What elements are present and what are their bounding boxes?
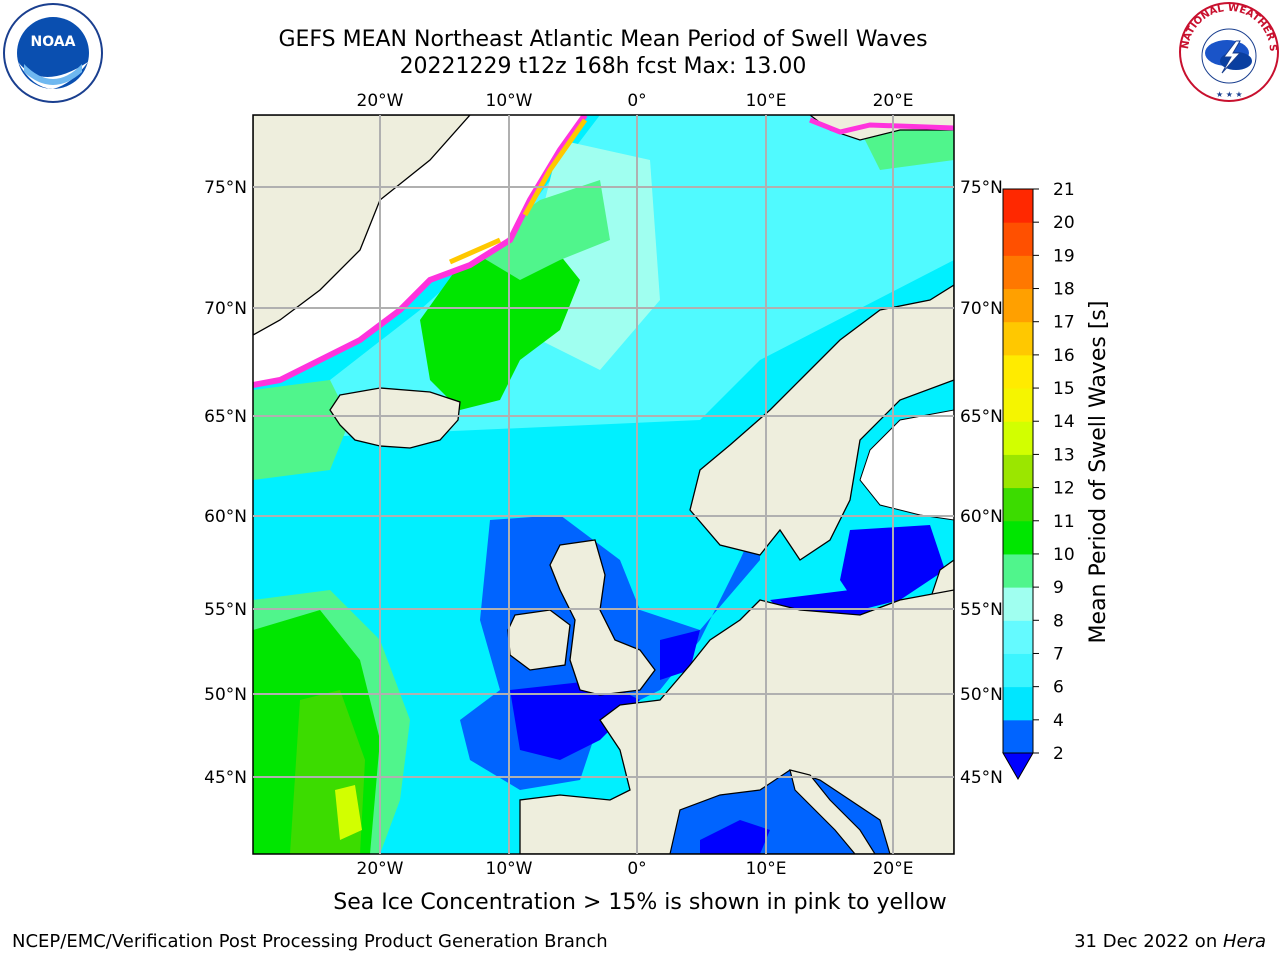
colorbar-tick-label: 18: [1053, 280, 1075, 300]
colorbar-segment: [1003, 288, 1033, 323]
colorbar-segment: [1003, 189, 1033, 223]
axis-labels: 20°W 20°W 10°W 10°W 0° 0° 10°E 10°E 20°E 20°E 75°N…: [204, 91, 1003, 879]
colorbar-tick-label: 17: [1053, 313, 1075, 333]
lat-label-left: 65°N: [204, 407, 247, 427]
swell-field-below-2s: [510, 680, 640, 760]
colorbar-tick-label: 19: [1053, 246, 1075, 266]
lon-label-top: 10°W: [486, 91, 533, 111]
colorbar-segment: [1003, 454, 1033, 489]
graticule: [253, 115, 954, 854]
colorbar-segment: [1003, 553, 1033, 588]
italy-land: [789, 769, 876, 854]
noaa-logo-text: NOAA: [31, 34, 76, 50]
lat-label-right: 50°N: [960, 685, 1003, 705]
scandinavia-land: [689, 284, 954, 561]
noaa-logo: NOAA: [3, 3, 103, 103]
lon-label-bottom: 20°E: [873, 859, 914, 879]
greenland-land: [253, 115, 471, 336]
iceland-land: [329, 387, 461, 449]
lon-label-bottom: 0°: [627, 859, 646, 879]
footer-date: 31 Dec 2022 on Hera: [1074, 931, 1266, 952]
colorbar-segment: [1003, 487, 1033, 522]
lat-label-left: 55°N: [204, 600, 247, 620]
colorbar-tick-label: 21: [1053, 180, 1075, 200]
colorbar-tick-label: 9: [1053, 578, 1064, 598]
colorbar-segment: [1003, 388, 1033, 422]
lon-label-top: 20°E: [873, 91, 914, 111]
lon-label-top: 0°: [627, 91, 646, 111]
chart-title: GEFS MEAN Northeast Atlantic Mean Period…: [278, 27, 928, 52]
ireland-land: [507, 609, 571, 671]
continental-europe-land: [519, 589, 954, 854]
lat-label-left: 45°N: [204, 768, 247, 788]
colorbar-segment: [1003, 255, 1033, 290]
lat-label-right: 45°N: [960, 768, 1003, 788]
lat-label-right: 65°N: [960, 407, 1003, 427]
colorbar-tick-label: 14: [1053, 412, 1075, 432]
lat-label-left: 70°N: [204, 299, 247, 319]
lon-label-bottom: 10°E: [746, 859, 787, 879]
lat-label-right: 70°N: [960, 299, 1003, 319]
colorbar-tick-label: 20: [1053, 213, 1075, 233]
colorbar-segment: [1003, 222, 1033, 256]
colorbar-segment: [1003, 587, 1033, 621]
nws-logo: NATIONAL WEATHER SERVICE ★ ★ ★: [1178, 1, 1279, 102]
colorbar-tick-label: 12: [1053, 479, 1075, 499]
colorbar-tick-label: 7: [1053, 644, 1064, 664]
colorbar-extend-triangle: [1002, 752, 1034, 781]
colorbar-tick-label: 2: [1053, 744, 1064, 764]
footer-credit: NCEP/EMC/Verification Post Processing Pr…: [12, 931, 608, 952]
lon-label-top: 20°W: [357, 91, 404, 111]
lat-label-right: 55°N: [960, 600, 1003, 620]
sea-ice-note: Sea Ice Concentration > 15% is shown in …: [333, 890, 947, 915]
colorbar-segment: [1003, 620, 1033, 654]
colorbar-tick-label: 15: [1053, 379, 1075, 399]
swell-max-13s: [335, 785, 362, 840]
lat-label-right: 75°N: [960, 178, 1003, 198]
colorbar-segment: [1003, 321, 1033, 356]
colorbar-label: Mean Period of Swell Waves [s]: [1086, 301, 1111, 644]
colorbar: 2 4 6 7 8 9 10 11 12 13 14 15 16 17 18 19 20 21: [1002, 180, 1075, 781]
swell-field-9s-west: [253, 380, 350, 480]
colorbar-tick-label: 4: [1053, 711, 1064, 731]
lon-label-top: 10°E: [746, 91, 787, 111]
footer-date-text: 31 Dec 2022 on: [1074, 931, 1223, 952]
great-britain-land: [549, 539, 656, 696]
swell-field-11s-north: [420, 230, 580, 410]
colorbar-tick-label: 8: [1053, 611, 1064, 631]
lat-label-left: 60°N: [204, 507, 247, 527]
forecast-info: 20221229 t12z 168h fcst Max: 13.00: [399, 54, 807, 79]
colorbar-frame: [1002, 188, 1034, 753]
map-field: [253, 115, 954, 854]
colorbar-segment: [1003, 520, 1033, 555]
gulf-of-bothnia-ice: [859, 409, 954, 521]
colorbar-segment: [1003, 421, 1033, 455]
colorbar-tick-label: 11: [1053, 512, 1075, 532]
colorbar-tick-label: 10: [1053, 545, 1075, 565]
lon-label-bottom: 20°W: [357, 859, 404, 879]
svg-text:★ ★ ★: ★ ★ ★: [1216, 90, 1243, 99]
colorbar-tick-label: 16: [1053, 346, 1075, 366]
colorbar-segment: [1003, 686, 1033, 721]
colorbar-tick-label: 13: [1053, 445, 1075, 465]
colorbar-segment: [1003, 719, 1033, 754]
lat-label-left: 50°N: [204, 685, 247, 705]
lon-label-bottom: 10°W: [486, 859, 533, 879]
colorbar-segment: [1003, 653, 1033, 688]
footer-machine: Hera: [1222, 931, 1266, 952]
map-frame: [252, 114, 955, 855]
lat-label-left: 75°N: [204, 178, 247, 198]
colorbar-tick-label: 6: [1053, 678, 1064, 698]
lat-label-right: 60°N: [960, 507, 1003, 527]
colorbar-segment: [1003, 354, 1033, 389]
